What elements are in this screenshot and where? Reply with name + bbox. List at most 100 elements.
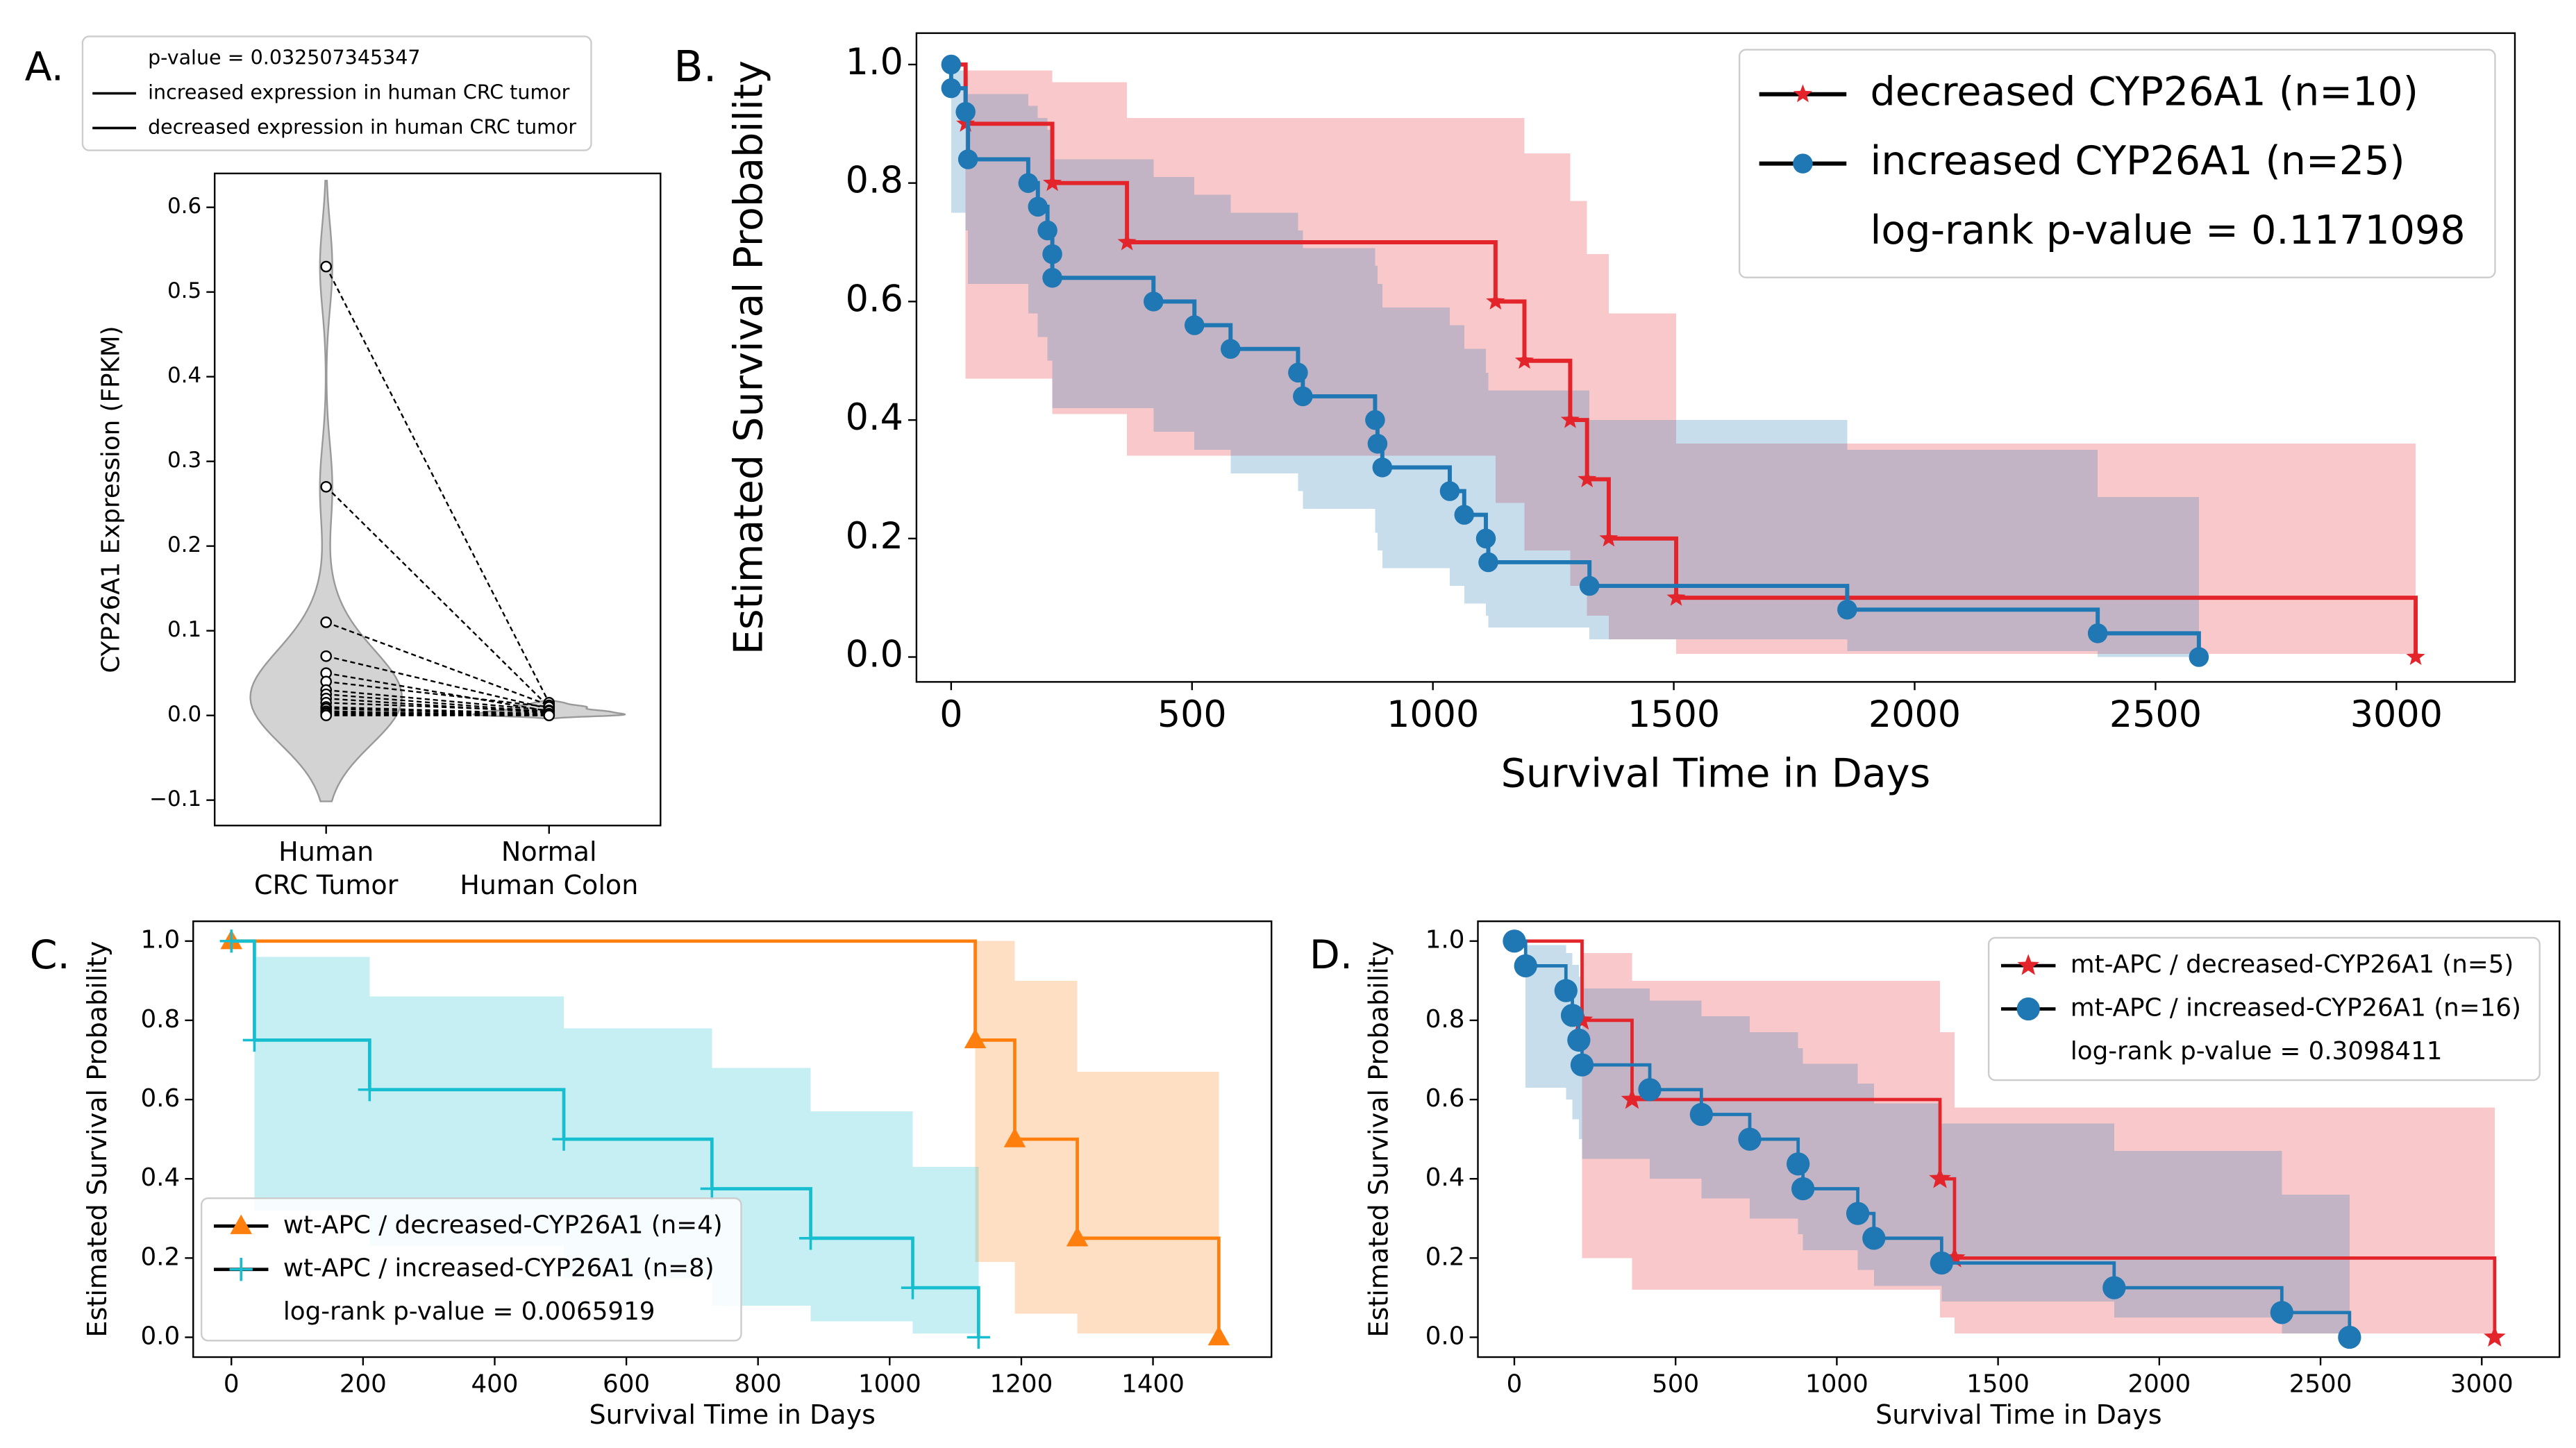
y-tick-label: 1.0 — [846, 41, 903, 83]
y-axis-title: Estimated Survival Probability — [82, 941, 112, 1338]
legend-marker — [1793, 84, 1813, 103]
x-axis-title: Survival Time in Days — [589, 1399, 876, 1430]
confidence-band — [1940, 1032, 1955, 1317]
marker — [1454, 505, 1475, 525]
marker — [358, 1078, 381, 1102]
plot-frame — [915, 32, 2516, 683]
legend-label: wt-APC / increased-CYP26A1 (n=8) — [283, 1254, 714, 1283]
legend-label: decreased expression in human CRC tumor — [148, 115, 576, 138]
y-tick-label: 0.0 — [846, 634, 903, 676]
y-tick-label: 0.4 — [141, 1163, 181, 1192]
marker — [2338, 1325, 2361, 1349]
data-point — [320, 650, 333, 662]
data-point — [320, 480, 333, 493]
marker — [1018, 173, 1039, 193]
confidence-band — [1676, 444, 2416, 655]
confidence-band — [1803, 1063, 1858, 1250]
plot-frame — [1477, 920, 2561, 1358]
y-tick-label: 0.4 — [167, 363, 201, 388]
survival-step — [1052, 180, 1130, 243]
survival-step — [810, 1236, 914, 1288]
x-tick-label: 1000 — [858, 1370, 921, 1398]
survival-step — [1954, 1256, 2497, 1338]
marker — [1439, 481, 1460, 501]
survival-step — [1524, 358, 1573, 421]
y-tick-label: 0.3 — [167, 448, 201, 473]
legend-box — [200, 1197, 742, 1342]
confidence-band — [975, 941, 1015, 1263]
confidence-band — [1750, 1032, 1798, 1219]
marker — [964, 1028, 987, 1049]
confidence-band — [1382, 307, 1450, 569]
marker — [1846, 1202, 1870, 1225]
y-tick-label: 0.4 — [846, 396, 903, 439]
marker — [1503, 929, 1526, 953]
y-tick-label: 0.8 — [846, 160, 903, 202]
y-tick-label: 0.0 — [1425, 1322, 1465, 1351]
y-tick-label: 0.2 — [1425, 1243, 1465, 1271]
marker — [956, 114, 976, 132]
confidence-band — [1587, 254, 1609, 616]
y-axis-title: Estimated Survival Probability — [726, 60, 772, 655]
survival-step — [1570, 418, 1589, 480]
marker — [941, 54, 962, 75]
confidence-band — [2098, 497, 2199, 657]
pair-line — [326, 706, 549, 715]
survival-step — [369, 1088, 566, 1140]
survival-step — [1077, 1236, 1221, 1338]
confidence-band — [1524, 153, 1571, 550]
x-tick-label: 800 — [735, 1370, 782, 1398]
x-tick-label: 1200 — [990, 1370, 1053, 1398]
x-axis-title: Survival Time in Days — [1501, 751, 1931, 797]
legend-label: increased expression in human CRC tumor — [148, 81, 570, 104]
marker — [798, 1227, 823, 1250]
marker — [1042, 267, 1062, 288]
confidence-band — [810, 1111, 913, 1322]
legend-marker — [1793, 153, 1813, 174]
marker — [1028, 196, 1048, 217]
marker — [2087, 623, 2108, 643]
legend-marker — [2017, 954, 2040, 975]
marker — [1514, 351, 1534, 369]
legend-box — [81, 35, 592, 151]
legend-box — [1987, 936, 2541, 1081]
marker — [957, 149, 978, 169]
survival-step — [1632, 1097, 1942, 1179]
legend: mt-APC / decreased-CYP26A1 (n=5) mt-APC /… — [1987, 936, 2541, 1081]
x-tick-label: 200 — [340, 1370, 387, 1398]
x-tick-label: 1400 — [1121, 1370, 1185, 1398]
y-tick-label: 0.6 — [1425, 1084, 1465, 1113]
survival-step — [1608, 536, 1679, 598]
x-tick-label: 400 — [471, 1370, 518, 1398]
y-tick-label: 0.6 — [846, 278, 903, 320]
marker — [1037, 220, 1057, 241]
confidence-band — [1488, 390, 1590, 628]
y-axis-title: Estimated Survival Probability — [1364, 941, 1394, 1338]
marker — [955, 101, 976, 122]
marker — [1621, 1088, 1644, 1109]
confidence-band — [1052, 159, 1154, 409]
y-tick-label: 0.0 — [141, 1322, 181, 1351]
plot-frame — [213, 172, 662, 827]
x-tick-label: 2500 — [2109, 693, 2202, 736]
survival-step — [564, 1137, 714, 1189]
x-tick-label: 2000 — [1868, 693, 1961, 736]
x-tick-label: 1500 — [1628, 693, 1720, 736]
legend-title: p-value = 0.032507345347 — [148, 47, 420, 69]
survival-step — [231, 939, 977, 1041]
x-axis-title: Survival Time in Days — [1875, 1399, 2161, 1430]
legend: decreased CYP26A1 (n=10) increased CYP26A… — [1738, 49, 2496, 278]
confidence-band — [1449, 325, 1464, 587]
data-point — [320, 709, 333, 721]
marker — [1066, 1227, 1089, 1247]
confidence-band — [1589, 420, 1848, 639]
marker — [1367, 433, 1388, 454]
y-tick-label: −0.1 — [149, 786, 201, 811]
marker — [1599, 528, 1619, 547]
marker — [1930, 1251, 1954, 1275]
marker — [1143, 292, 1164, 312]
marker — [1288, 362, 1308, 383]
survival-step — [1014, 1137, 1079, 1238]
panel-label: A. — [25, 44, 64, 90]
